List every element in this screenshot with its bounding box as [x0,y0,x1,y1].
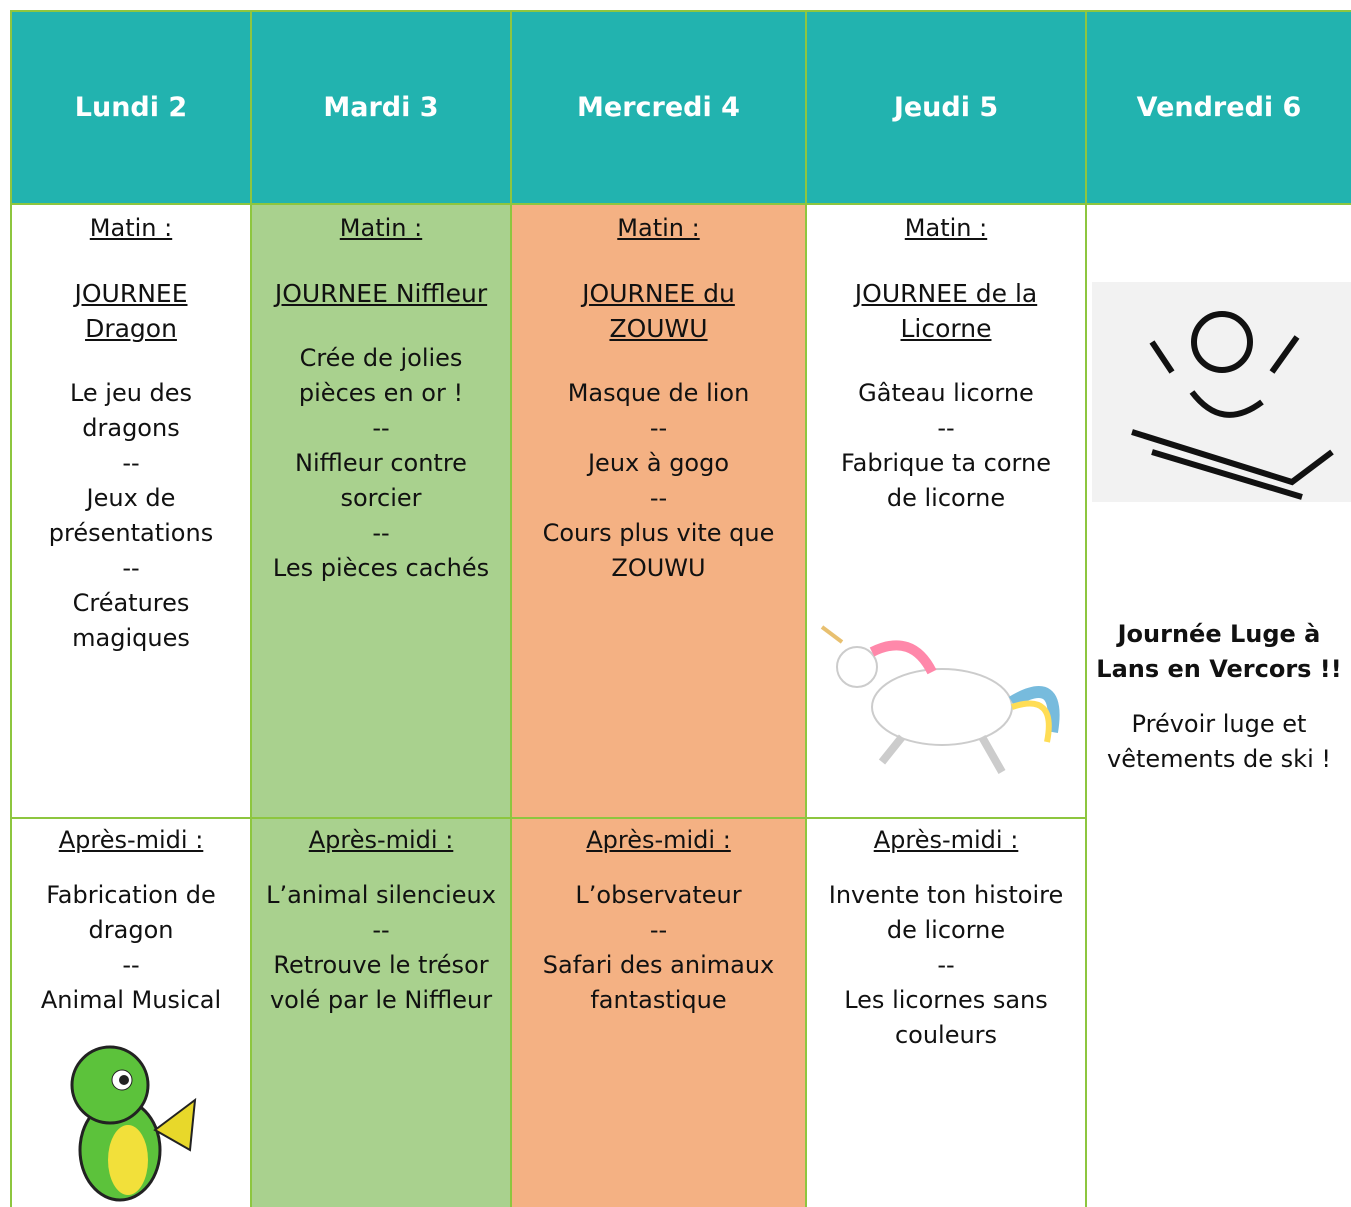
friday-cell: Journée Luge à Lans en Vercors !! Prévoir… [1085,203,1351,1207]
activity: -- [649,414,668,442]
activity: Safari des animaux fantastique [542,951,775,1014]
day-header: Lundi 2 [10,10,252,205]
slot-heading: Après-midi : [873,826,1019,854]
activity: Cours plus vite que ZOUWU [542,519,775,582]
slot-heading: Matin : [904,214,988,242]
slot-heading: Après-midi : [308,826,454,854]
sled-picture [1092,282,1351,502]
activity: Gâteau licorne [858,379,1034,407]
activity: L’animal silencieux [266,881,496,909]
activity: Les pièces cachés [272,554,490,582]
activity: L’observateur [575,881,742,909]
day-header: Mercredi 4 [510,10,807,205]
activity: Invente ton histoire de licorne [828,881,1064,944]
activity: Les licornes sans couleurs [844,986,1048,1049]
activity: -- [372,519,390,547]
day-theme: JOURNEE du ZOUWU [582,279,735,343]
activity: Fabrication de dragon [46,881,216,944]
day-header: Jeudi 5 [805,10,1087,205]
dragon-picture [70,1045,197,1202]
day-header: Vendredi 6 [1085,10,1351,205]
unicorn-picture [820,625,1060,774]
activity: Fabrique ta corne de licorne [841,449,1051,512]
friday-title: Journée Luge à Lans en Vercors !! [1096,620,1342,683]
activity: Animal Musical [40,986,222,1014]
activity: Masque de lion [567,379,750,407]
slot-heading: Après-midi : [586,826,731,854]
activity: -- [372,414,390,442]
afternoon-cell: Après-midi : L’observateur -- Safari des an… [510,817,807,1207]
morning-cell: Matin : JOURNEE du ZOUWU Masque de lion -- J… [510,203,807,819]
morning-cell: Matin : JOURNEE Niffleur Crée de jolies pi… [250,203,512,819]
afternoon-cell: Après-midi : Invente ton histoire de lico… [805,817,1087,1207]
activity: Jeux à gogo [587,449,730,477]
activity: -- [372,916,390,944]
activity: -- [937,951,955,979]
friday-note: Prévoir luge et vêtements de ski ! [1107,710,1331,773]
activity: Niffleur contre sorcier [295,449,467,512]
slot-heading: Matin : [89,214,173,242]
slot-heading: Matin : [617,214,700,242]
activity: -- [649,484,668,512]
slot-heading: Après-midi : [58,826,204,854]
activity: -- [122,554,140,582]
slot-heading: Matin : [339,214,423,242]
activity: Le jeu des dragons [69,379,193,442]
activity: -- [649,916,668,944]
activity: Créatures magiques [72,589,190,652]
day-theme: JOURNEE de la Licorne [854,279,1038,343]
day-header: Mardi 3 [250,10,512,205]
activity: -- [122,449,140,477]
activity: -- [937,414,955,442]
activity: -- [122,951,140,979]
activity: Crée de jolies pièces en or ! [298,344,464,407]
afternoon-cell: Après-midi : L’animal silencieux -- Retrouv… [250,817,512,1207]
activity: Jeux de présentations [48,484,214,547]
day-theme: JOURNEE Niffleur [274,279,488,308]
morning-cell: Matin : JOURNEE Dragon Le jeu des dragons -… [10,203,252,819]
day-theme: JOURNEE Dragon [74,279,188,343]
activity: Retrouve le trésor volé par le Niffleur [269,951,493,1014]
